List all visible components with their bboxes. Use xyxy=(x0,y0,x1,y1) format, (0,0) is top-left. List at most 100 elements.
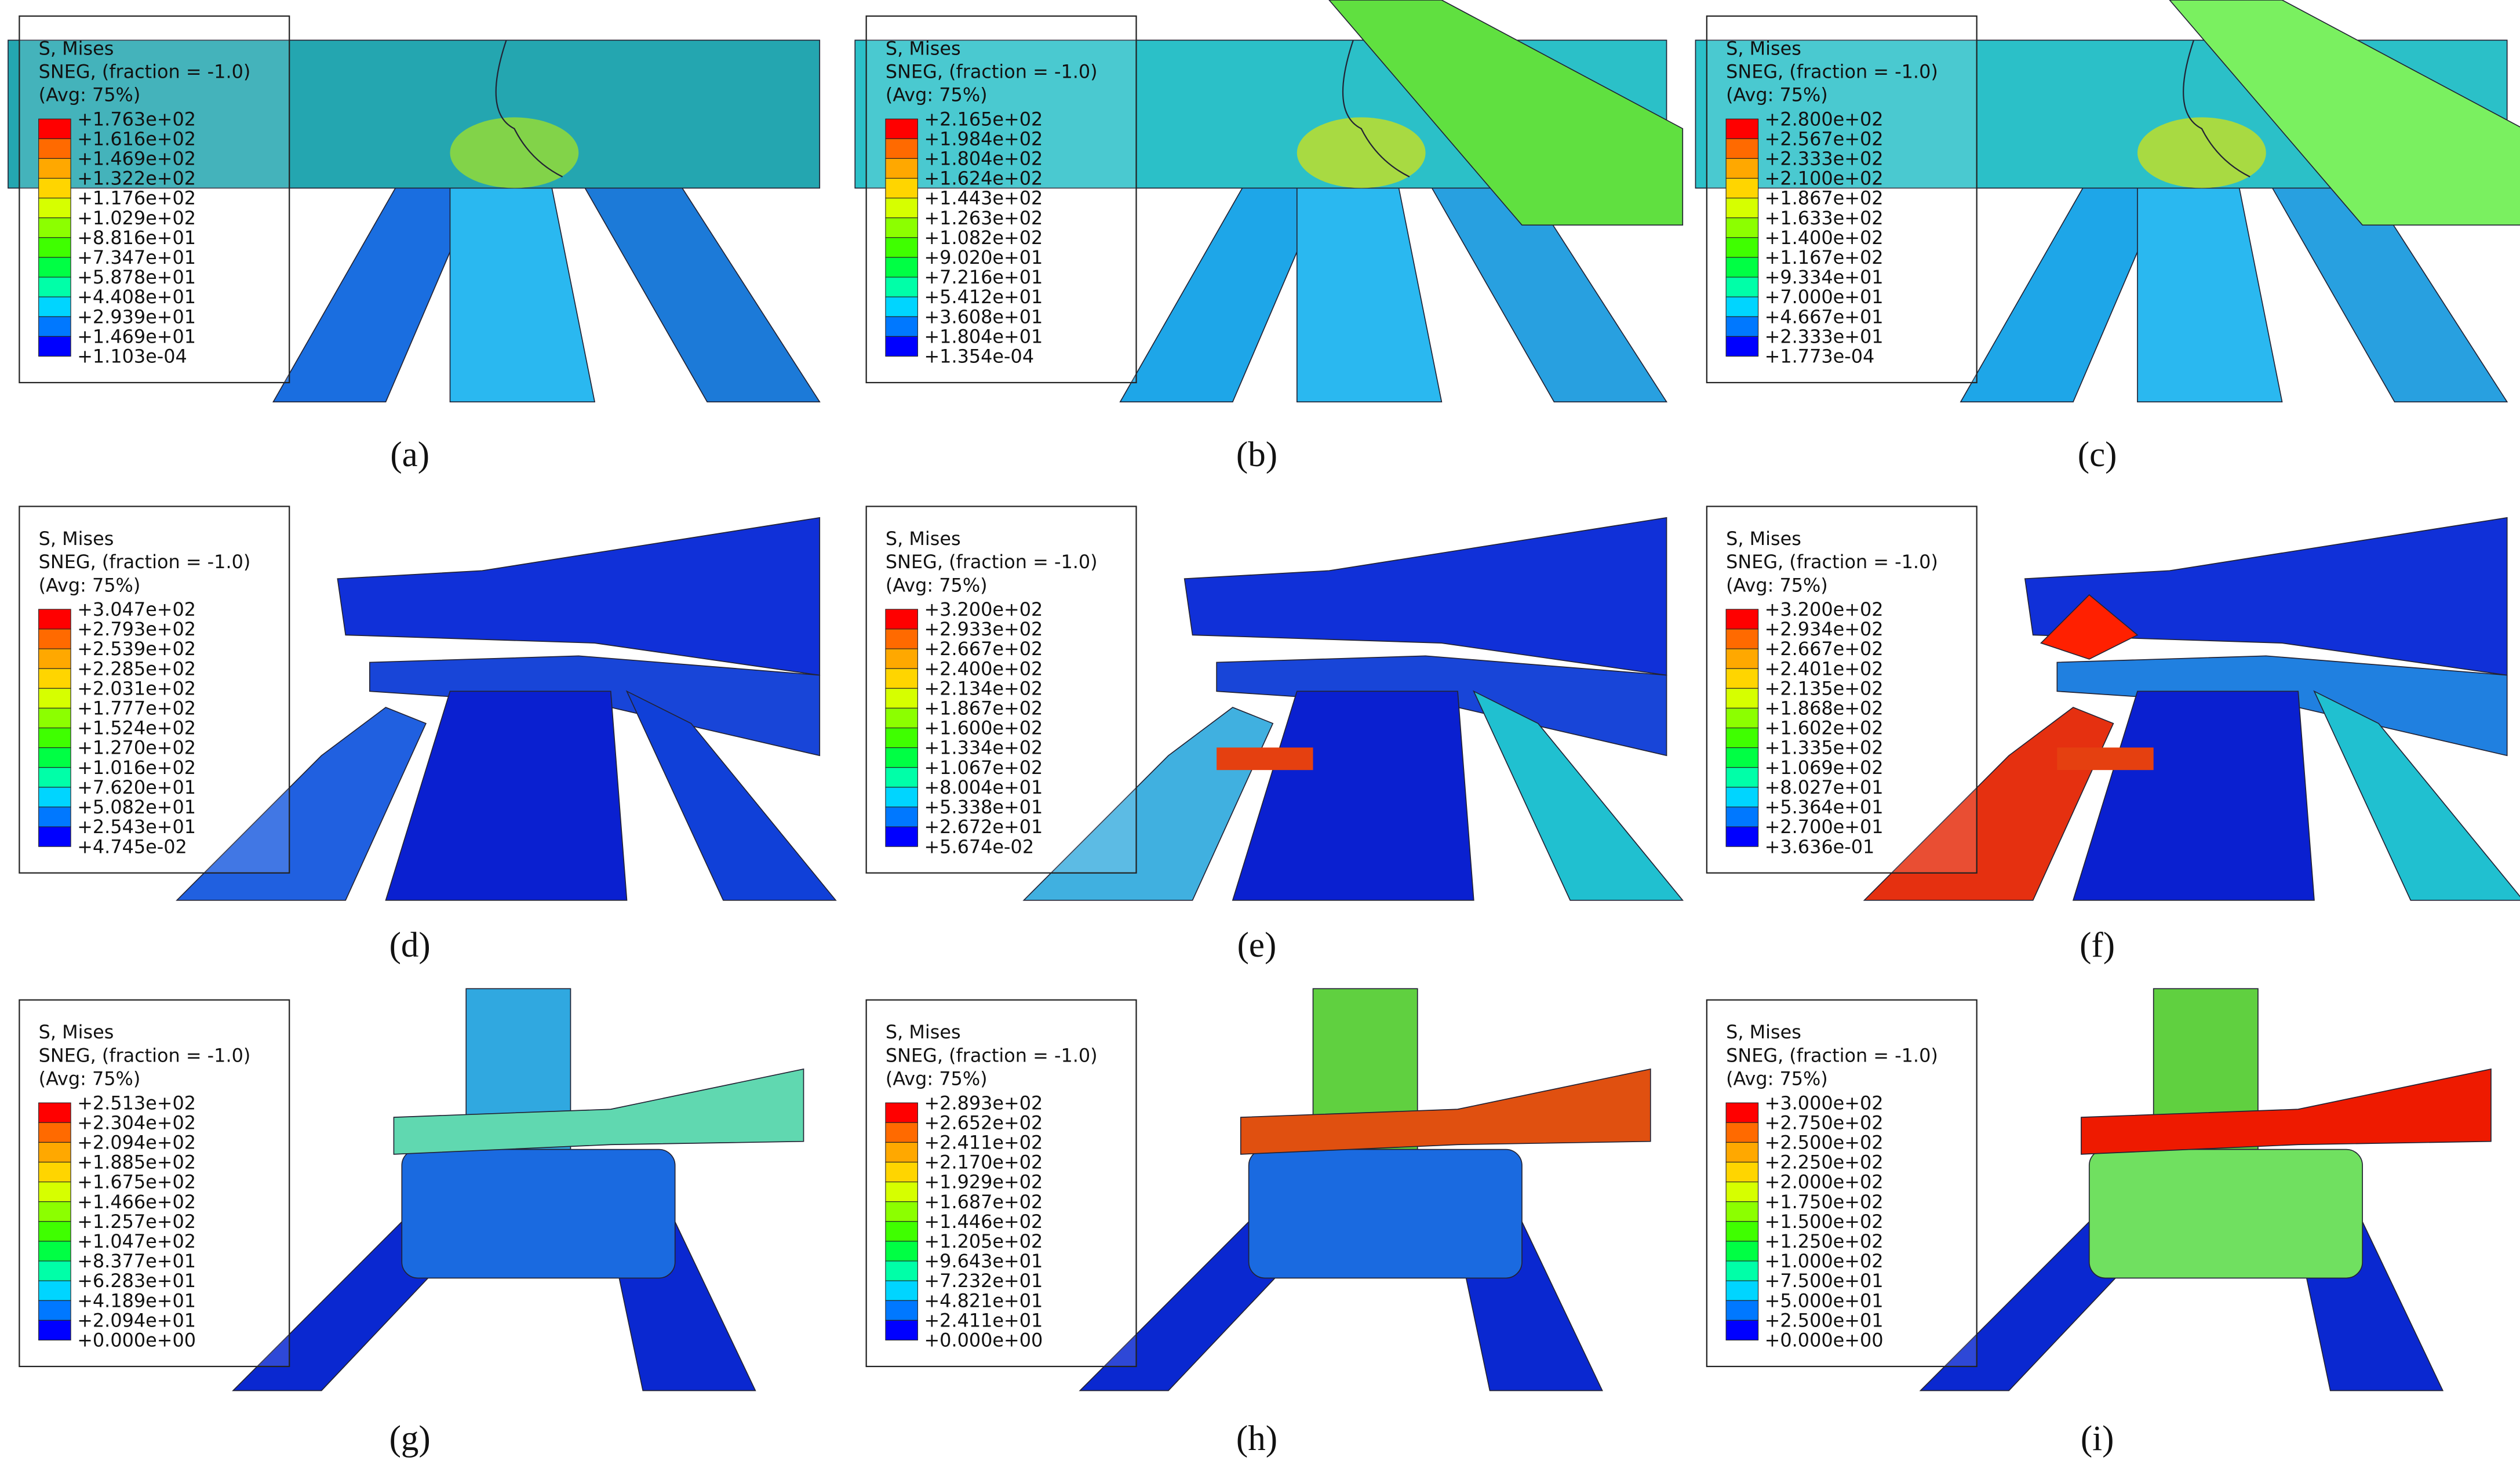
legend-title: (Avg: 75%) xyxy=(886,574,988,596)
legend-band xyxy=(1725,1142,1759,1163)
legend-level: +1.867e+02 xyxy=(1765,187,1884,209)
legend-level: +2.893e+02 xyxy=(924,1092,1043,1114)
legend-level: +7.500e+01 xyxy=(1765,1270,1884,1292)
caption: (a) xyxy=(390,435,429,474)
legend-level: +2.934e+02 xyxy=(1765,618,1884,640)
legend-level: +1.773e-04 xyxy=(1765,346,1875,368)
legend-level: +1.524e+02 xyxy=(77,717,196,739)
legend-level: +1.500e+02 xyxy=(1765,1211,1884,1233)
legend-band xyxy=(1725,177,1759,199)
legend-title: (Avg: 75%) xyxy=(1726,1068,1828,1090)
legend-level: +2.134e+02 xyxy=(924,677,1043,699)
legend-band xyxy=(1725,609,1759,630)
legend-level: +2.500e+01 xyxy=(1765,1309,1884,1331)
legend-band xyxy=(885,1241,918,1262)
legend-band xyxy=(38,316,71,337)
legend-level: +2.933e+02 xyxy=(924,618,1043,640)
legend-band xyxy=(38,1201,71,1222)
legend-level: +2.793e+02 xyxy=(77,618,196,640)
legend-band xyxy=(1725,1102,1759,1123)
column xyxy=(2072,691,2315,901)
legend-level: +1.335e+02 xyxy=(1765,737,1884,759)
brace-left xyxy=(176,707,427,901)
legend-band xyxy=(885,628,918,649)
model xyxy=(854,39,1668,403)
legend-level: +1.029e+02 xyxy=(77,207,196,229)
legend-band xyxy=(38,1142,71,1163)
legend-band xyxy=(885,767,918,788)
legend-band xyxy=(38,688,71,708)
legend-level: +1.205e+02 xyxy=(924,1230,1043,1252)
legend-level: +5.674e-02 xyxy=(924,835,1034,857)
legend-band xyxy=(885,787,918,808)
legend-band xyxy=(1725,336,1759,357)
legend-level: +0.000e+00 xyxy=(77,1329,196,1351)
legend-level: +3.200e+02 xyxy=(924,598,1043,620)
legend-level: +1.069e+02 xyxy=(1765,757,1884,779)
legend-band xyxy=(1725,1241,1759,1262)
legend-title: (Avg: 75%) xyxy=(1726,574,1828,596)
legend-level: +5.364e+01 xyxy=(1765,796,1884,818)
legend-level: +1.633e+02 xyxy=(1765,207,1884,229)
model xyxy=(1863,517,2520,901)
legend-level: +2.285e+02 xyxy=(77,657,196,679)
legend-title: S, Mises xyxy=(1726,37,1801,59)
legend-level: +5.412e+01 xyxy=(924,286,1043,308)
upper-plate xyxy=(1183,517,1667,676)
legend-band xyxy=(38,158,71,179)
cylinder xyxy=(2088,1149,2363,1279)
brace-right xyxy=(2313,690,2520,901)
legend-level: +1.624e+02 xyxy=(924,168,1043,190)
legend-level: +5.878e+01 xyxy=(77,266,196,288)
legend-band xyxy=(1725,1122,1759,1143)
legend-title: S, Mises xyxy=(39,528,114,550)
legend-level: +2.031e+02 xyxy=(77,677,196,699)
legend-level: +1.000e+02 xyxy=(1765,1250,1884,1272)
legend-level: +5.338e+01 xyxy=(924,796,1043,818)
legend-title: (Avg: 75%) xyxy=(886,84,988,106)
legend-band xyxy=(38,1280,71,1301)
weld-line xyxy=(495,39,563,178)
legend-level: +7.347e+01 xyxy=(77,246,196,268)
legend-level: +2.567e+02 xyxy=(1765,128,1884,150)
legend-level: +1.867e+02 xyxy=(924,697,1043,719)
plate xyxy=(2081,1068,2492,1155)
legend-band xyxy=(38,237,71,258)
legend-band xyxy=(885,237,918,258)
legend-level: +1.047e+02 xyxy=(77,1230,196,1252)
legend-band xyxy=(38,118,71,139)
legend-band xyxy=(38,198,71,219)
legend-title: (Avg: 75%) xyxy=(39,1068,141,1090)
legend-level: +3.047e+02 xyxy=(77,598,196,620)
legend-band xyxy=(885,648,918,669)
legend-band xyxy=(38,257,71,278)
legend-level: +5.000e+01 xyxy=(1765,1289,1884,1311)
legend-band xyxy=(1725,628,1759,649)
legend-band xyxy=(885,336,918,357)
legend-title: SNEG, (fraction = -1.0) xyxy=(886,60,1098,82)
hot-plate xyxy=(1217,747,1313,771)
legend-title: SNEG, (fraction = -1.0) xyxy=(1726,60,1938,82)
brace-left xyxy=(1022,707,1274,901)
legend-title: SNEG, (fraction = -1.0) xyxy=(39,60,251,82)
legend-band xyxy=(1725,787,1759,808)
legend-band xyxy=(885,806,918,827)
legend-level: +7.620e+01 xyxy=(77,776,196,798)
legend-level: +2.700e+01 xyxy=(1765,816,1884,838)
legend-title: (Avg: 75%) xyxy=(39,574,141,596)
legend-level: +1.984e+02 xyxy=(924,128,1043,150)
legend-band xyxy=(885,277,918,297)
model xyxy=(1919,0,2520,1391)
model xyxy=(1079,0,1684,1391)
legend-band xyxy=(1725,1260,1759,1281)
legend-level: +4.821e+01 xyxy=(924,1289,1043,1311)
legend-band xyxy=(885,1280,918,1301)
legend-band xyxy=(885,1102,918,1123)
legend-band xyxy=(885,1182,918,1202)
legend-level: +6.283e+01 xyxy=(77,1270,196,1292)
legend-title: S, Mises xyxy=(39,37,114,59)
